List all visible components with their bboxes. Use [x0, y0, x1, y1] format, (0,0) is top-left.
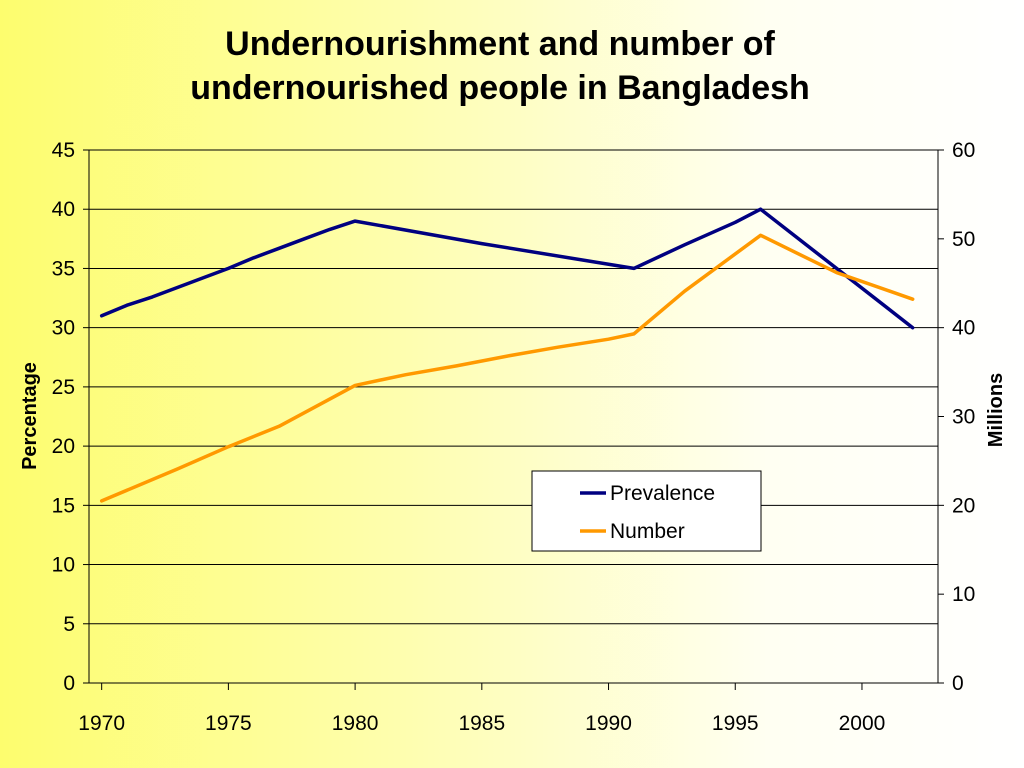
y-left-tick-label: 35 [52, 257, 75, 280]
legend-label-number: Number [610, 520, 685, 543]
data-series [99, 207, 915, 503]
y-left-tick-label: 40 [52, 198, 75, 221]
y-left-tick-label: 20 [52, 435, 75, 458]
y-left-tick-label: 5 [63, 613, 75, 636]
tick-labels: 0 5 10 15 20 25 30 35 40 45 0 10 20 30 40 50 60 1970 1975 1… [52, 139, 976, 735]
y-right-tick-label: 40 [952, 317, 975, 340]
y-right-tick-label: 50 [952, 228, 975, 251]
y-right-tick-label: 60 [952, 139, 975, 162]
y-left-tick-label: 30 [52, 317, 75, 340]
series-line-prevalence [99, 207, 915, 330]
chart-title-line2: undernourished people in Bangladesh [190, 69, 810, 107]
legend: Prevalence Number [531, 470, 762, 552]
chart-title: Undernourishment and number of undernour… [0, 22, 1000, 110]
y-left-tick-label: 0 [63, 672, 75, 695]
x-tick-label: 2000 [839, 712, 886, 735]
x-tick-label: 1970 [78, 712, 125, 735]
y-left-tick-label: 15 [52, 494, 75, 517]
x-tick-label: 1980 [332, 712, 379, 735]
x-tick-label: 1990 [585, 712, 632, 735]
x-tick-label: 1985 [458, 712, 505, 735]
y-left-tick-label: 10 [52, 554, 75, 577]
y-left-tick-label: 45 [52, 139, 75, 162]
y-right-tick-label: 0 [952, 672, 964, 695]
x-tick-label: 1995 [712, 712, 759, 735]
x-tick-label: 1975 [205, 712, 252, 735]
y-right-tick-label: 20 [952, 494, 975, 517]
y-left-tick-label: 25 [52, 376, 75, 399]
axes [83, 149, 944, 690]
y-right-tick-label: 30 [952, 406, 975, 429]
y-right-tick-label: 10 [952, 583, 975, 606]
series-line-number [99, 233, 915, 503]
chart-title-line1: Undernourishment and number of [225, 25, 775, 63]
y-axis-title-right: Millions [985, 373, 1007, 447]
legend-label-prevalence: Prevalence [610, 482, 715, 505]
legend-box [531, 470, 762, 552]
gridlines [89, 149, 938, 625]
y-axis-title-left: Percentage [19, 362, 41, 470]
